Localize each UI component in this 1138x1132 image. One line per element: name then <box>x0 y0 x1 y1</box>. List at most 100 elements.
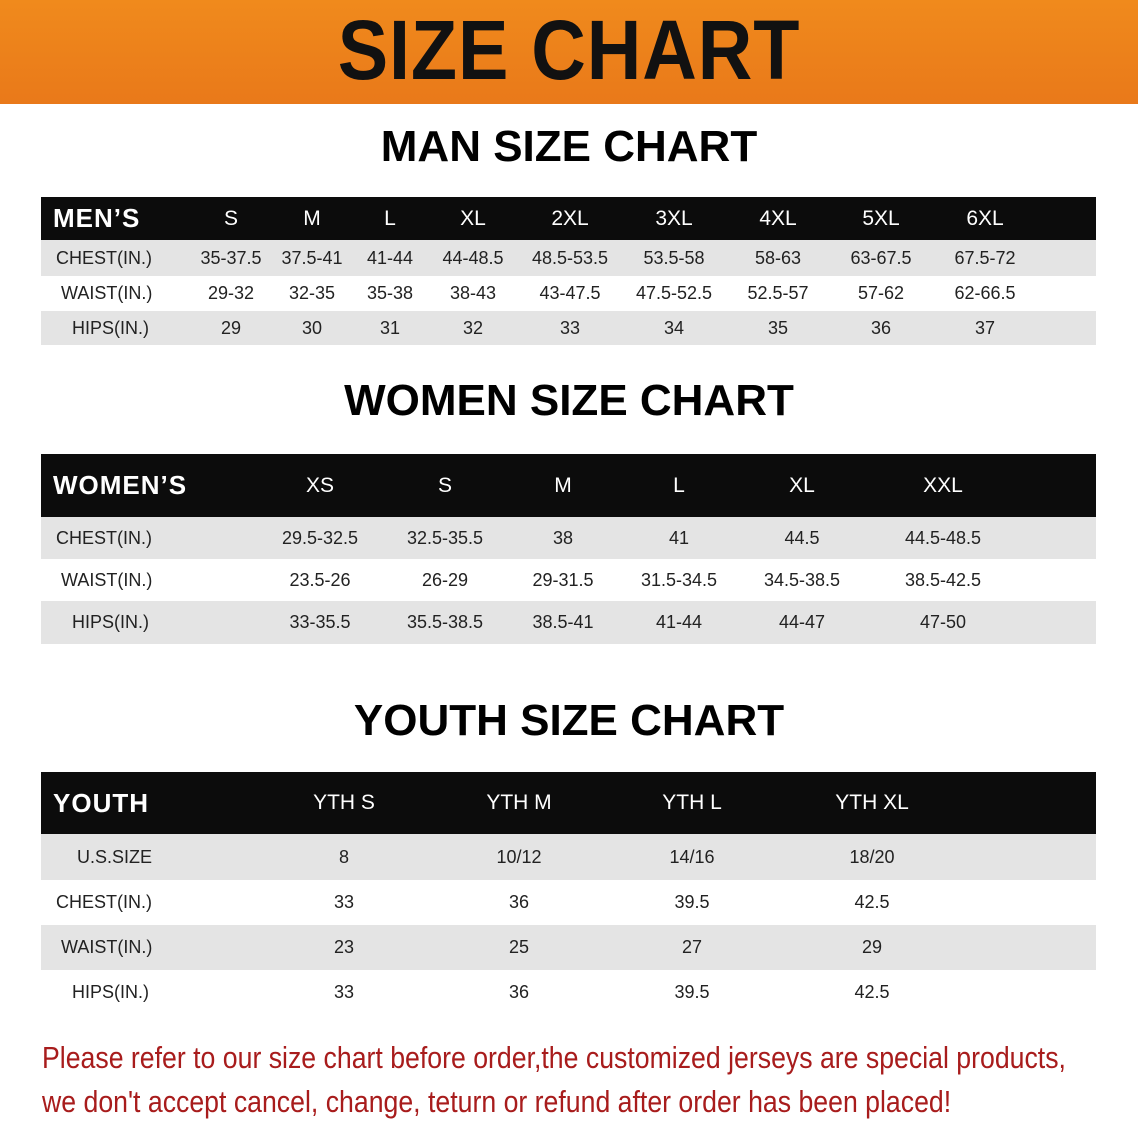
table-cell: 57-62 <box>857 283 905 303</box>
table-cell: 44-48.5 <box>442 247 504 268</box>
table-cell: 41-44 <box>366 247 414 268</box>
table-row: HIPS(IN.) 29 30 31 32 33 34 35 36 37 <box>41 311 1096 345</box>
table-cell: 8 <box>338 846 349 867</box>
table-corner-label: WOMEN’S <box>53 470 188 500</box>
table-cell: 62-66.5 <box>954 283 1016 303</box>
table-cell: 14/16 <box>669 846 715 867</box>
size-column-header: L <box>384 206 396 230</box>
row-label: HIPS(IN.) <box>72 982 150 1002</box>
table-cell: 33 <box>559 317 581 338</box>
table-cell: 47.5-52.5 <box>635 283 713 303</box>
size-column-header: YTH M <box>486 791 552 814</box>
table-cell: 38.5-42.5 <box>904 569 982 590</box>
table-cell: 35 <box>767 317 789 338</box>
size-column-header: XS <box>305 473 334 497</box>
size-column-header: 6XL <box>966 206 1004 230</box>
table-cell: 63-67.5 <box>850 247 912 268</box>
size-column-header: S <box>437 473 452 497</box>
size-column-header: YTH L <box>662 791 722 814</box>
table-cell: 37.5-41 <box>281 247 343 268</box>
table-cell: 33-35.5 <box>289 612 351 632</box>
table-cell: 18/20 <box>849 846 895 867</box>
table-cell: 34 <box>663 317 685 338</box>
row-label: HIPS(IN.) <box>72 317 150 338</box>
table-row: HIPS(IN.) 33 36 39.5 42.5 <box>41 970 1096 1015</box>
banner: SIZE CHART <box>0 0 1138 104</box>
size-column-header: 5XL <box>862 206 900 230</box>
order-notice: Please refer to our size chart before or… <box>42 1036 1066 1124</box>
table-header-row: MEN’S S M L XL 2XL 3XL 4XL 5XL 6XL <box>41 197 1096 240</box>
table-cell: 36 <box>870 317 892 338</box>
size-column-header: S <box>223 206 238 230</box>
table-cell: 37 <box>974 317 996 338</box>
table-cell: 36 <box>508 982 530 1002</box>
table-cell: 67.5-72 <box>954 247 1016 268</box>
table-row: U.S.SIZE 8 10/12 14/16 18/20 <box>41 834 1096 880</box>
table-cell: 41-44 <box>655 612 703 632</box>
order-notice-line-1: Please refer to our size chart before or… <box>42 1040 1066 1075</box>
men-section-title: MAN SIZE CHART <box>380 122 758 171</box>
youth-section-title: YOUTH SIZE CHART <box>353 696 785 745</box>
table-row: CHEST(IN.) 35-37.5 37.5-41 41-44 44-48.5 48.5… <box>41 240 1096 276</box>
table-cell: 42.5 <box>854 982 890 1002</box>
size-column-header: XXL <box>923 473 963 497</box>
table-cell: 32.5-35.5 <box>406 527 484 548</box>
table-row: CHEST(IN.) 33 36 39.5 42.5 <box>41 880 1096 925</box>
size-column-header: 3XL <box>655 206 693 230</box>
table-cell: 47-50 <box>919 612 967 632</box>
table-cell: 53.5-58 <box>643 247 705 268</box>
size-column-header: XL <box>789 473 815 497</box>
table-corner-label: YOUTH <box>53 787 149 818</box>
table-cell: 39.5 <box>674 892 710 912</box>
row-label: CHEST(IN.) <box>56 247 152 268</box>
row-label: CHEST(IN.) <box>56 527 152 548</box>
table-row: HIPS(IN.) 33-35.5 35.5-38.5 38.5-41 41-44 44-… <box>41 601 1096 644</box>
table-cell: 27 <box>681 937 703 957</box>
order-notice-line-2: we don't accept cancel, change, teturn o… <box>42 1084 952 1119</box>
size-column-header: 4XL <box>759 206 797 230</box>
table-cell: 41 <box>668 527 690 548</box>
table-row: WAIST(IN.) 23 25 27 29 <box>41 925 1096 970</box>
table-cell: 29-32 <box>207 283 255 303</box>
table-cell: 44-47 <box>778 612 826 632</box>
table-row: CHEST(IN.) 29.5-32.5 32.5-35.5 38 41 44.5 44.5… <box>41 517 1096 559</box>
table-cell: 39.5 <box>674 982 710 1002</box>
table-cell: 23.5-26 <box>289 569 351 590</box>
table-cell: 32 <box>462 317 484 338</box>
table-cell: 32-35 <box>288 283 336 303</box>
table-row: WAIST(IN.) 29-32 32-35 35-38 38-43 43-47.5 47.… <box>41 276 1096 311</box>
row-label: HIPS(IN.) <box>72 612 150 632</box>
size-column-header: M <box>303 206 321 230</box>
table-cell: 26-29 <box>421 569 469 590</box>
table-cell: 43-47.5 <box>539 283 601 303</box>
table-cell: 36 <box>508 892 530 912</box>
table-cell: 29 <box>861 937 883 957</box>
table-cell: 29-31.5 <box>532 569 594 590</box>
table-cell: 29.5-32.5 <box>281 527 359 548</box>
table-cell: 48.5-53.5 <box>531 247 609 268</box>
table-cell: 44.5-48.5 <box>904 527 982 548</box>
table-cell: 33 <box>333 982 355 1002</box>
table-cell: 33 <box>333 892 355 912</box>
table-cell: 30 <box>301 317 323 338</box>
table-cell: 35-38 <box>366 283 414 303</box>
size-column-header: XL <box>460 206 486 230</box>
table-cell: 44.5 <box>784 527 820 548</box>
table-cell: 38-43 <box>449 283 497 303</box>
table-header-row: YOUTH YTH S YTH M YTH L YTH XL <box>41 772 1096 834</box>
size-column-header: L <box>673 473 685 497</box>
table-cell: 25 <box>508 937 530 957</box>
banner-title: SIZE CHART <box>337 3 801 97</box>
table-cell: 58-63 <box>754 247 802 268</box>
row-label: WAIST(IN.) <box>61 937 153 957</box>
table-cell: 29 <box>220 317 242 338</box>
table-cell: 52.5-57 <box>747 283 809 303</box>
table-header-row: WOMEN’S XS S M L XL XXL <box>41 454 1096 517</box>
table-cell: 35-37.5 <box>200 247 262 268</box>
table-cell: 38.5-41 <box>532 612 594 632</box>
table-cell: 31 <box>379 317 401 338</box>
row-label: WAIST(IN.) <box>61 569 153 590</box>
row-label: CHEST(IN.) <box>56 892 152 912</box>
size-column-header: 2XL <box>551 206 589 230</box>
row-label: WAIST(IN.) <box>61 283 153 303</box>
